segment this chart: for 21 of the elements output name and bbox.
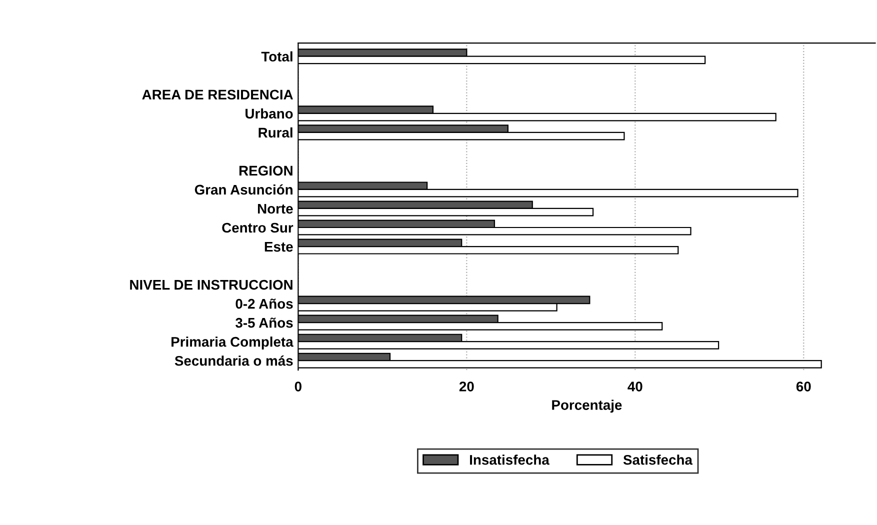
legend-label: Satisfecha — [623, 454, 693, 465]
y-tick-label: AREA DE RESIDENCIA — [142, 90, 293, 100]
y-tick-label: Urbano — [246, 108, 293, 119]
x-tick-label: 60 — [796, 382, 811, 392]
y-tick-label: Secundaria o más — [174, 355, 293, 366]
y-tick-label: Total — [261, 51, 292, 62]
x-tick-label: 0 — [294, 382, 302, 392]
y-tick-label: Centro Sur — [222, 222, 294, 233]
y-tick-label: Primaria Completa — [172, 336, 294, 350]
y-tick-label: Rural — [258, 127, 292, 138]
y-tick-label: 0-2 Años — [236, 298, 293, 309]
y-tick-label: Este — [264, 242, 293, 252]
x-axis-title: Porcentaje — [552, 400, 622, 413]
legend-label: Insatisfecha — [470, 454, 550, 465]
x-tick-label: 40 — [628, 382, 642, 392]
y-tick-label: Gran Asunción — [194, 184, 292, 195]
y-tick-label: REGION — [239, 166, 292, 176]
y-tick-label: Norte — [258, 204, 293, 214]
y-tick-label: 3-5 Años — [236, 318, 293, 328]
y-tick-label: NIVEL DE INSTRUCCION — [130, 280, 292, 290]
x-tick-label: 20 — [459, 382, 474, 392]
